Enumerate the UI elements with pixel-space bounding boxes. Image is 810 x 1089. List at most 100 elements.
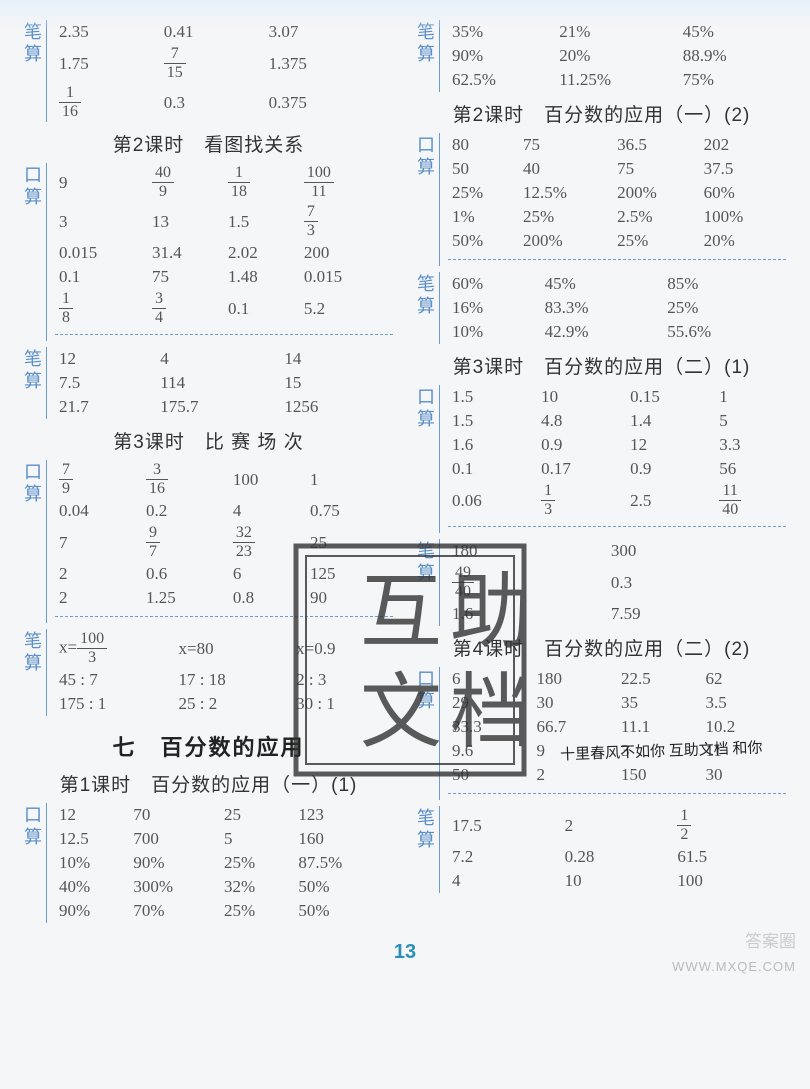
table-cell: 0.1 [448,457,537,481]
bi-char: 笔 [417,541,439,563]
table-cell: 45 : 7 [55,668,174,692]
table-cell: 34 [148,289,224,328]
table-cell: 0.8 [229,586,306,610]
table-row: 175 : 125 : 230 : 1 [55,692,393,716]
kousuan-label: 口 算 [417,667,439,800]
kou-char: 口 [24,462,46,484]
suan-char: 算 [24,484,46,506]
table-row: 25%12.5%200%60% [448,181,786,205]
table-cell: 50% [294,875,393,899]
table-cell: 11.25% [555,68,678,92]
table-row: 16%83.3%25% [448,296,786,320]
left-bi-block-2: 笔 算 124147.51141521.7175.71256 [24,347,393,419]
right-bi-block-1: 笔 算 35%21%45%90%20%88.9%62.5%11.25%75% [417,20,786,92]
table-cell: 12 [55,803,129,827]
table-cell: 25 [306,523,393,562]
table-cell: 62 [702,667,787,691]
left-kou-block-3: 口 算 12702512312.5700516010%90%25%87.5%40… [24,803,393,923]
table-cell: 35 [617,691,702,715]
chapter-heading: 七 百分数的应用 [24,730,393,762]
left-bi-block-3: 笔 算 x=1003x=80x=0.945 : 717 : 182 : 3175… [24,629,393,716]
table-cell: 0.2 [142,499,229,523]
table-cell: 2 [561,806,674,845]
data-table: 60%45%85%16%83.3%25%10%42.9%55.6% [448,272,786,344]
table-row: 1.67.59 [448,602,786,626]
table-cell: 12 [55,347,156,371]
table-row: 21.7175.71256 [55,395,393,419]
table-cell: 61.5 [673,845,786,869]
table-cell: 2 : 3 [292,668,393,692]
table-cell: 3.5 [702,691,787,715]
table-cell: 2.5 [626,481,715,520]
table-cell: 1.375 [265,44,393,83]
table-cell: x=80 [174,629,292,668]
table-cell: 1256 [280,395,393,419]
table-row: 940911810011 [55,163,393,202]
table-row: 797322325 [55,523,393,562]
data-table: 17.52127.20.2861.5410100 [448,806,786,893]
table-row: 0.040.240.75 [55,499,393,523]
table-cell: 10 [537,385,626,409]
kousuan-label: 口 算 [417,385,439,533]
data-table: 35%21%45%90%20%88.9%62.5%11.25%75% [448,20,786,92]
table-cell: 5 [220,827,294,851]
table-row: 1.60.9123.3 [448,433,786,457]
table-row: 20.66125 [55,562,393,586]
table-row: 50407537.5 [448,157,786,181]
table-cell: 1 [715,385,786,409]
table-cell: 175 : 1 [55,692,174,716]
suan-char: 算 [417,44,439,66]
table-cell: 1140 [715,481,786,520]
table-cell: 10% [55,851,129,875]
table-cell: 90 [306,586,393,610]
table-cell: 4.8 [537,409,626,433]
table-cell: 83.3% [541,296,664,320]
table-cell: 20% [555,44,678,68]
table-content: 7931610010.040.240.7579732232520.6612521… [46,460,393,623]
table-cell: 17 : 18 [174,668,292,692]
table-row: 50%200%25%20% [448,229,786,253]
table-cell: 7 [55,523,142,562]
table-cell: 0.375 [265,83,393,122]
table-cell: 75% [679,68,786,92]
table-cell: 3.3 [715,433,786,457]
dashed-divider [448,259,786,260]
table-row: 1160.30.375 [55,83,393,122]
data-table: 18030049400.31.67.59 [448,539,786,626]
table-cell: 1.48 [224,265,300,289]
table-cell: 118 [224,163,300,202]
table-cell: 42.9% [541,320,664,344]
table-row: 618022.562 [448,667,786,691]
table-cell: 25 [220,803,294,827]
table-cell: 50% [294,899,393,923]
table-cell: 100 [229,460,306,499]
table-cell: 79 [55,460,142,499]
table-cell: 25% [220,899,294,923]
table-cell: 180 [448,539,607,563]
table-cell: 90% [55,899,129,923]
table-row: 18340.15.2 [55,289,393,328]
table-row: 21.250.890 [55,586,393,610]
right-kou-block-1: 口 算 807536.520250407537.525%12.5%200%60%… [417,133,786,266]
table-cell: 12 [626,433,715,457]
table-cell: 116 [55,83,160,122]
table-row: 50215030 [448,763,786,787]
table-cell: 6 [448,667,533,691]
data-table: 9409118100113131.5730.01531.42.022000.17… [55,163,393,328]
table-cell: 2.02 [224,241,300,265]
table-content: 124147.51141521.7175.71256 [46,347,393,419]
table-cell: 45% [541,272,664,296]
table-content: 2.350.413.071.757151.3751160.30.375 [46,20,393,122]
table-cell: 123 [294,803,393,827]
table-cell: 180 [533,667,618,691]
table-content: 9409118100113131.5730.01531.42.022000.17… [46,163,393,341]
kou-char: 口 [417,669,439,691]
dashed-divider [448,526,786,527]
table-cell: 700 [129,827,220,851]
table-row: 90%70%25%50% [55,899,393,923]
table-cell: 14 [280,347,393,371]
table-cell: 10.2 [702,715,787,739]
table-row: 12.57005160 [55,827,393,851]
table-cell: 60% [700,181,786,205]
table-cell: 175.7 [156,395,280,419]
